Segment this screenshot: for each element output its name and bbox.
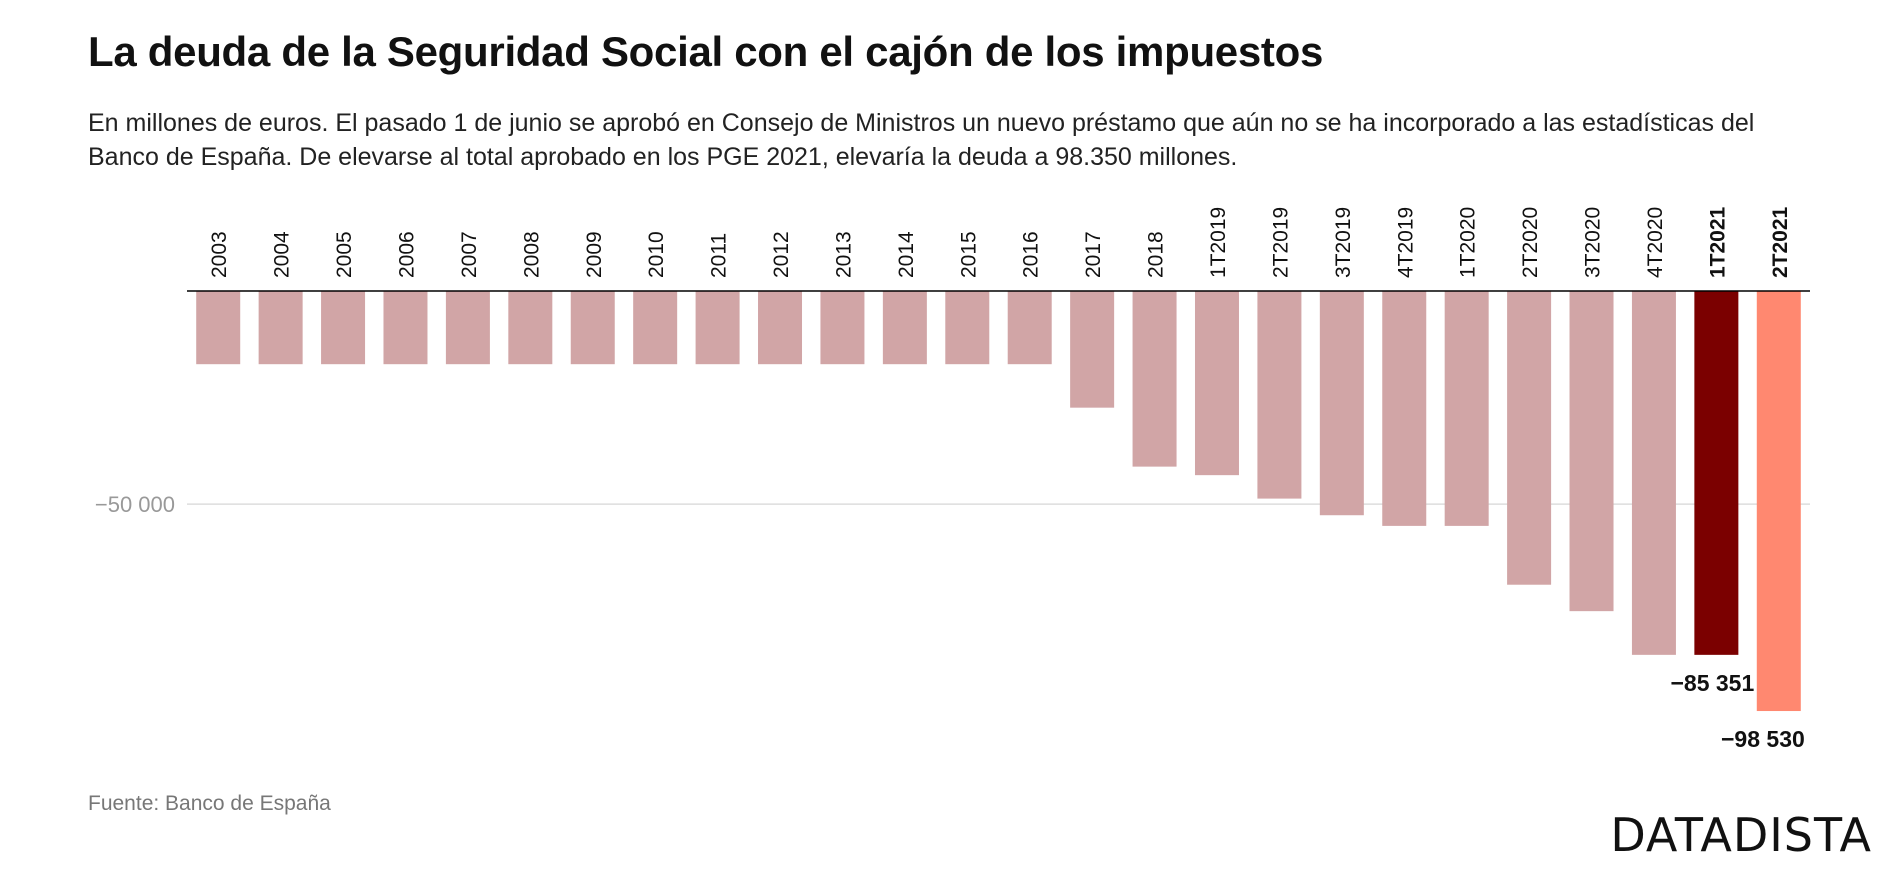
x-tick-label: 3T2019 [1332,207,1355,278]
chart-subtitle: En millones de euros. El pasado 1 de jun… [88,109,1755,171]
x-tick-label: 1T2020 [1457,207,1480,278]
bar [945,291,990,365]
bar [196,291,241,365]
x-tick-label: 2008 [520,231,543,278]
x-tick-label: 2016 [1020,231,1043,278]
data-label: −85 351 [1670,670,1754,696]
bar [445,291,490,365]
source-note: Fuente: Banco de España [88,792,331,815]
bar [1382,291,1427,526]
x-tick-label: 2T2020 [1519,207,1542,278]
bar [1194,291,1239,476]
bar [758,291,803,365]
x-tick-label: 2009 [583,231,606,278]
bar [1569,291,1614,612]
bar [508,291,553,365]
bar [1756,291,1801,712]
bar [633,291,678,365]
x-tick-label: 2010 [645,231,668,278]
x-tick-label: 2007 [458,231,481,278]
x-tick-label: 2011 [708,233,731,278]
x-tick-label: 2017 [1082,231,1105,278]
x-tick-label: 2018 [1145,231,1168,278]
data-label: −98 530 [1721,726,1805,752]
bar [1507,291,1552,585]
x-tick-label: 4T2019 [1394,207,1417,278]
chart-title: La deuda de la Seguridad Social con el c… [88,28,1324,75]
bar [1070,291,1115,408]
x-tick-label: 2003 [208,231,231,278]
x-tick-label: 4T2020 [1644,207,1667,278]
bar [1257,291,1302,499]
bar [1132,291,1177,467]
x-tick-label: 1T2019 [1207,207,1230,278]
x-tick-label: 2T2021 [1769,206,1792,278]
bar [1631,291,1676,655]
bar [1007,291,1052,365]
bar [882,291,927,365]
bar [321,291,366,365]
bar [258,291,303,365]
bar [570,291,615,365]
x-tick-label: 2015 [957,231,980,278]
x-tick-label: 2T2019 [1269,207,1292,278]
bar [1319,291,1364,516]
bar [695,291,740,365]
x-tick-label: 2014 [895,231,918,278]
bar [820,291,865,365]
x-tick-label: 2005 [333,231,356,278]
bar [1444,291,1489,526]
x-tick-label: 2012 [770,231,793,278]
x-tick-label: 3T2020 [1582,207,1605,278]
bar [383,291,428,365]
x-tick-label: 2013 [832,231,855,278]
x-tick-label: 2006 [395,231,418,278]
bar [1694,291,1739,655]
y-tick-label: −50 000 [95,492,175,517]
x-tick-label: 1T2021 [1706,206,1729,278]
datadista-logo: DATADISTA [1610,808,1872,862]
x-tick-label: 2004 [271,231,294,278]
